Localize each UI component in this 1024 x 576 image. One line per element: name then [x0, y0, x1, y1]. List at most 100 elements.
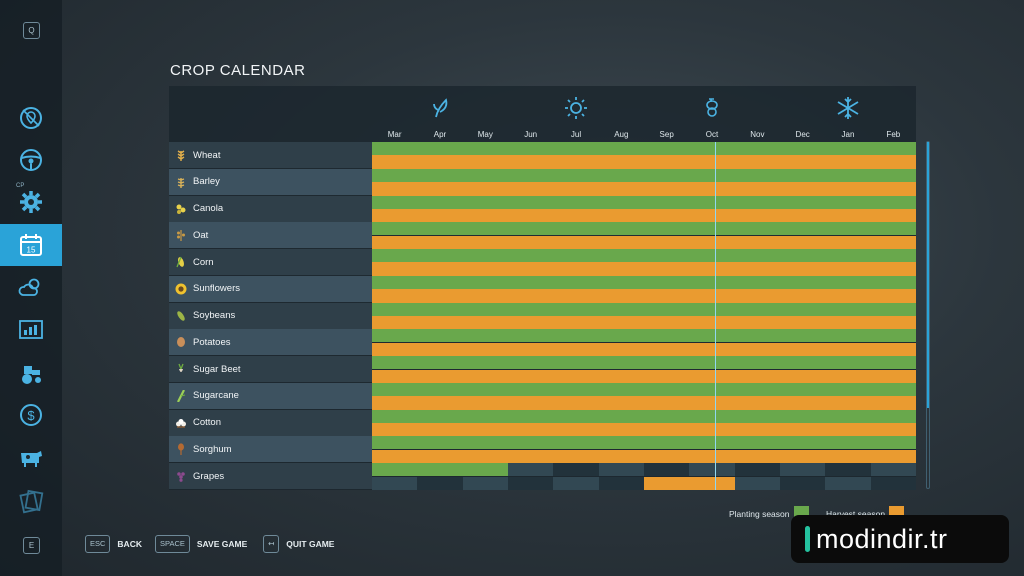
grapes-harvest-cell [553, 476, 599, 490]
soybean-icon [175, 310, 187, 322]
nav-production[interactable]: CP [0, 181, 62, 223]
calendar-grid [372, 142, 916, 490]
month-label: Jan [841, 130, 855, 139]
corn-icon [175, 256, 187, 268]
crop-row[interactable]: Cotton [169, 409, 372, 436]
crop-row[interactable]: Potatoes [169, 329, 372, 356]
nav-badge: CP [16, 183, 25, 189]
svg-text:$: $ [27, 408, 35, 423]
crop-row[interactable]: Canola [169, 195, 372, 222]
grapes-planting-cell [508, 463, 554, 477]
grapes-icon [175, 470, 187, 483]
crop-row[interactable]: Sugarcane [169, 382, 372, 409]
nav-garage[interactable] [0, 352, 62, 394]
grapes-planting-cell [825, 463, 871, 477]
grapes-harvest-cell [825, 476, 871, 490]
nav-animals[interactable] [0, 437, 62, 479]
crop-row[interactable]: Corn [169, 249, 372, 276]
crop-name: Sunflowers [193, 283, 240, 295]
crop-row[interactable]: Grapes [169, 463, 372, 490]
crop-name: Cotton [193, 417, 221, 429]
crop-name: Canola [193, 203, 224, 215]
crop-row[interactable]: Wheat [169, 142, 372, 168]
month-label: Dec [795, 130, 810, 139]
gear-icon [20, 191, 42, 213]
crop-name: Corn [193, 256, 214, 268]
grapes-planting-cell [870, 463, 916, 477]
cotton-icon [175, 417, 187, 429]
nav-vehicles[interactable] [0, 139, 62, 181]
prev-page-key[interactable]: Q [23, 22, 40, 39]
back-button[interactable]: ESC BACK [85, 535, 142, 553]
harvest-band [372, 423, 916, 437]
nav-missions[interactable] [0, 97, 62, 139]
crop-row[interactable]: Sunflowers [169, 275, 372, 302]
nav-calendar[interactable]: 15 [0, 224, 62, 266]
scrollbar-thumb[interactable] [927, 142, 929, 408]
watermark: modindir.tr [791, 515, 1009, 563]
chart-icon [19, 320, 43, 339]
harvest-band [372, 262, 916, 276]
grapes-harvest-cell [598, 476, 644, 490]
nav-prices[interactable] [0, 309, 62, 351]
nav-finances[interactable]: $ [0, 394, 62, 436]
grapes-planting-cell [689, 463, 735, 477]
next-page-key[interactable]: E [23, 537, 40, 554]
nav-contracts[interactable] [0, 480, 62, 522]
grapes-planting-cell [372, 463, 418, 477]
crop-calendar: Mar Apr May Jun Jul Aug Sep Oct Nov Dec Jan Feb Whe… [169, 86, 916, 490]
planting-band [372, 195, 916, 209]
grapes-harvest-cell [462, 476, 508, 490]
grapes-planting-cell [553, 463, 599, 477]
grapes-harvest-cell [417, 476, 463, 490]
crop-row[interactable]: Barley [169, 168, 372, 195]
planting-band [372, 382, 916, 396]
crop-name: Barley [193, 176, 220, 188]
planting-band [372, 168, 916, 182]
quit-game-label: QUIT GAME [286, 539, 335, 549]
calendar-scrollbar[interactable] [926, 141, 930, 489]
save-game-label: SAVE GAME [196, 539, 248, 549]
month-label: Jul [570, 130, 582, 139]
harvest-band [372, 208, 916, 223]
planting-band [372, 222, 916, 236]
save-game-key: SPACE [155, 535, 190, 553]
weather-icon [18, 278, 40, 296]
quit-game-key: ↤ [263, 535, 280, 553]
grapes-harvest-cell [870, 476, 916, 490]
watermark-text: modindir.tr [816, 523, 948, 554]
harvest-band [372, 235, 916, 250]
crop-row[interactable]: Oat [169, 222, 372, 249]
legend-harvest-label: Harvest season [826, 508, 886, 519]
sunflower-icon [175, 283, 187, 295]
dollar-icon: $ [20, 404, 42, 426]
harvest-band [372, 342, 916, 357]
save-game-button[interactable]: SPACE SAVE GAME [155, 535, 247, 553]
autumn-icon [706, 98, 718, 117]
grapes-harvest-cell [780, 476, 826, 490]
month-label: Apr [433, 130, 447, 139]
grapes-planting-cell [644, 463, 690, 477]
month-label: Nov [750, 130, 765, 139]
back-key: ESC [85, 535, 111, 553]
grapes-harvest-cell [508, 476, 554, 490]
crop-row[interactable]: Soybeans [169, 302, 372, 329]
grapes-harvest-cell [372, 476, 418, 490]
grapes-harvest-cell [689, 476, 735, 490]
crop-name: Grapes [193, 470, 225, 482]
grapes-planting-cell [734, 463, 780, 477]
nav-weather[interactable] [0, 266, 62, 308]
grapes-planting-cell [598, 463, 644, 477]
calendar-day-number: 15 [27, 246, 36, 255]
month-label: Mar [387, 130, 402, 139]
grapes-planting-cell [780, 463, 826, 477]
month-label: Oct [705, 130, 719, 139]
crop-name: Oat [193, 229, 209, 241]
crop-row[interactable]: Sugar Beet [169, 356, 372, 383]
planting-band [372, 436, 916, 450]
quit-game-button[interactable]: ↤ QUIT GAME [263, 535, 334, 553]
crop-name: Soybeans [193, 310, 236, 322]
sidebar: Q CP [0, 0, 62, 576]
crop-row[interactable]: Sorghum [169, 436, 372, 463]
planting-band [372, 356, 916, 370]
